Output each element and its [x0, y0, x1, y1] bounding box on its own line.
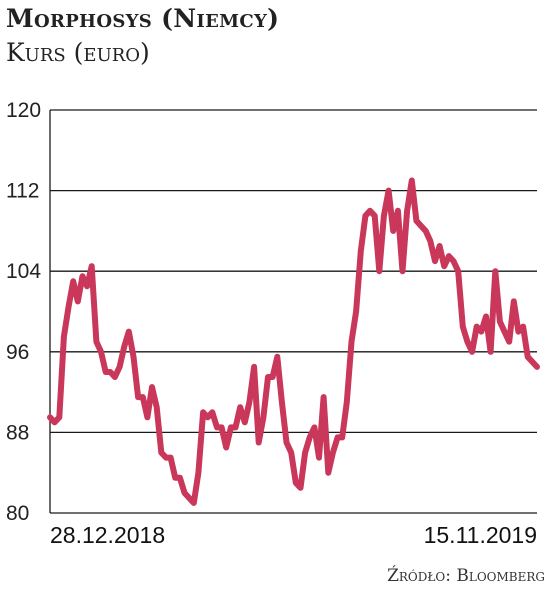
y-tick-label: 120	[6, 99, 41, 122]
source-note: Źródło: Bloomberg	[387, 566, 545, 586]
chart-title: Morphosys (Niemcy)	[6, 4, 280, 33]
x-tick-label-start: 28.12.2018	[50, 522, 165, 548]
y-tick-label: 112	[6, 180, 39, 203]
series-line-0	[47, 177, 540, 506]
y-tick-label: 80	[6, 502, 29, 525]
y-tick-label: 88	[6, 421, 29, 444]
x-tick-label-end: 15.11.2019	[424, 522, 537, 548]
chart-subtitle: Kurs (euro)	[6, 38, 150, 67]
y-tick-label: 104	[6, 260, 41, 283]
y-tick-label: 96	[6, 341, 29, 364]
